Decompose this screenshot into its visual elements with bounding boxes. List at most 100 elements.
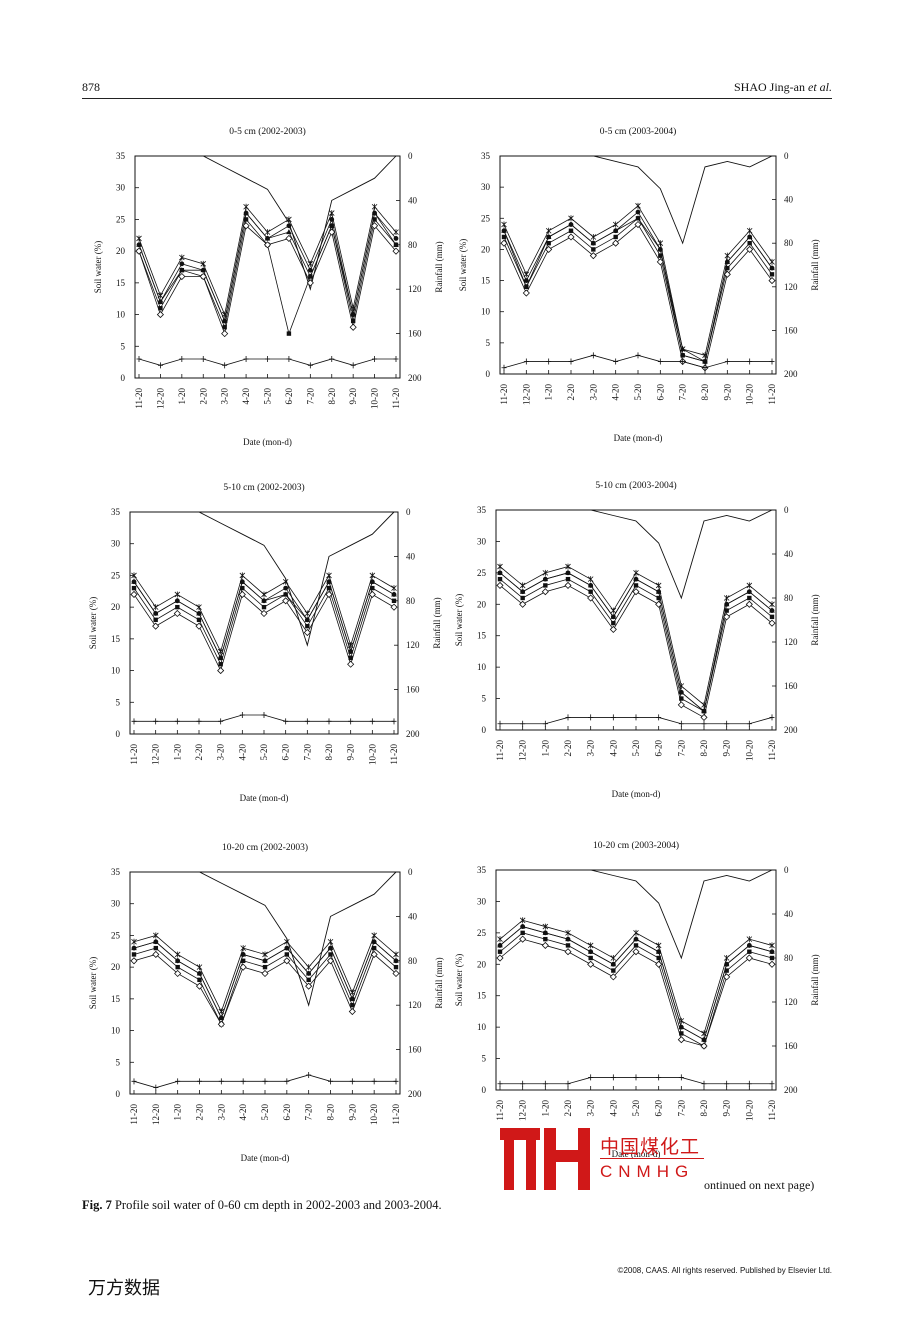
marker-cross: [200, 355, 206, 362]
chart-title: 10-20 cm (2002-2003): [222, 842, 308, 853]
marker-open-diamond: [745, 954, 753, 962]
x-tick-label: 1-20: [177, 388, 187, 405]
y2-tick-label: 0: [784, 865, 789, 875]
series-line: [499, 578, 773, 712]
marker-filled-square: [747, 241, 752, 246]
marker-filled-square: [261, 604, 267, 610]
marker-star: [218, 1008, 225, 1015]
wanfang-mark: 万方数据: [88, 1278, 160, 1299]
marker-open-diamond: [545, 245, 553, 253]
y-tick-label: 35: [116, 151, 126, 161]
marker-cross: [769, 358, 775, 365]
series-filled-triangle: [497, 923, 775, 1042]
marker-star: [152, 604, 159, 611]
x-tick-label: 5-20: [260, 1104, 270, 1121]
y-tick-label: 25: [116, 214, 126, 224]
marker-open-diamond: [564, 581, 572, 589]
x-tick-label: 11-20: [767, 740, 777, 761]
series-filled-circle: [136, 210, 399, 324]
marker-cross: [769, 1080, 775, 1087]
series-star: [131, 572, 397, 655]
marker-filled-triangle: [565, 936, 571, 942]
marker-cross: [196, 718, 202, 725]
marker-cross: [369, 718, 375, 725]
marker-filled-square: [497, 949, 503, 954]
marker-cross: [678, 1074, 684, 1081]
y-tick-label: 0: [482, 1085, 487, 1095]
marker-open-diamond: [587, 960, 595, 968]
x-tick-label: 2-20: [195, 1104, 205, 1121]
marker-open-diamond: [392, 969, 400, 978]
marker-filled-triangle: [393, 957, 399, 963]
y-tick-label: 15: [111, 634, 121, 644]
marker-filled-triangle: [746, 942, 753, 948]
marker-filled-triangle: [136, 241, 142, 247]
y-axis-label: Soil water (%): [454, 954, 464, 1006]
marker-open-diamond: [392, 247, 400, 255]
caption-label: Fig. 7: [82, 1198, 112, 1212]
marker-cross: [157, 362, 163, 369]
marker-cross: [633, 714, 639, 721]
x-tick-label: 10-20: [745, 384, 755, 405]
marker-filled-triangle: [769, 948, 775, 954]
marker-open-diamond: [371, 222, 379, 230]
marker-open-diamond: [519, 935, 527, 943]
marker-filled-square: [218, 662, 223, 667]
marker-cross: [262, 1078, 268, 1085]
marker-open-diamond: [305, 982, 313, 990]
y2-tick-label: 80: [784, 593, 794, 603]
marker-star: [497, 563, 503, 570]
marker-filled-square: [546, 241, 551, 246]
y2-tick-label: 0: [408, 151, 413, 161]
y2-axis-label: Rainfall (mm): [810, 954, 820, 1005]
y2-tick-label: 0: [408, 867, 413, 877]
y2-tick-label: 40: [784, 549, 794, 559]
x-tick-label: 7-20: [678, 384, 688, 401]
marker-star: [657, 240, 664, 247]
rainfall-line: [504, 155, 773, 245]
marker-filled-triangle: [304, 616, 311, 622]
marker-filled-triangle: [179, 267, 185, 273]
marker-cross: [136, 355, 142, 362]
x-axis-label: Date (mon-d): [240, 793, 289, 803]
marker-filled-triangle: [542, 929, 549, 935]
y-tick-label: 25: [111, 930, 121, 940]
marker-star: [769, 258, 775, 265]
marker-filled-triangle: [501, 227, 507, 233]
marker-filled-triangle: [678, 1024, 685, 1030]
marker-star: [371, 203, 378, 210]
marker-filled-square: [153, 945, 159, 951]
marker-filled-triangle: [349, 995, 356, 1001]
marker-open-diamond: [178, 272, 186, 281]
marker-open-diamond: [306, 279, 314, 287]
x-tick-label: 6-20: [655, 384, 665, 401]
marker-cross: [520, 1080, 526, 1087]
series-star: [497, 563, 775, 708]
series-filled-triangle: [501, 215, 775, 364]
marker-filled-square: [240, 958, 246, 963]
marker-filled-circle: [393, 236, 399, 241]
marker-filled-triangle: [174, 957, 181, 963]
chart-panel-4: 5-10 cm (2003-2004) 0 5 10 15 20 25 30 35 0 40 80 12…: [454, 480, 820, 799]
marker-filled-triangle: [328, 222, 335, 228]
marker-star: [221, 311, 228, 318]
x-tick-label: 2-20: [563, 740, 573, 757]
marker-filled-triangle: [196, 610, 202, 616]
y-tick-label: 5: [116, 1057, 121, 1067]
marker-filled-triangle: [391, 591, 397, 597]
marker-filled-square: [175, 964, 180, 970]
x-tick-label: 5-20: [631, 1100, 641, 1117]
marker-filled-triangle: [523, 283, 530, 289]
marker-open-diamond: [589, 252, 597, 260]
x-tick-label: 11-20: [134, 388, 144, 409]
running-head-author: SHAO Jing-an: [734, 80, 805, 94]
x-tick-label: 7-20: [676, 740, 686, 757]
x-tick-label: 10-20: [744, 740, 754, 761]
y2-tick-label: 80: [784, 953, 794, 963]
series-star: [497, 917, 775, 1037]
marker-cross: [542, 1080, 548, 1087]
marker-cross: [680, 358, 686, 365]
marker-star: [393, 951, 399, 958]
marker-cross: [746, 1080, 752, 1087]
